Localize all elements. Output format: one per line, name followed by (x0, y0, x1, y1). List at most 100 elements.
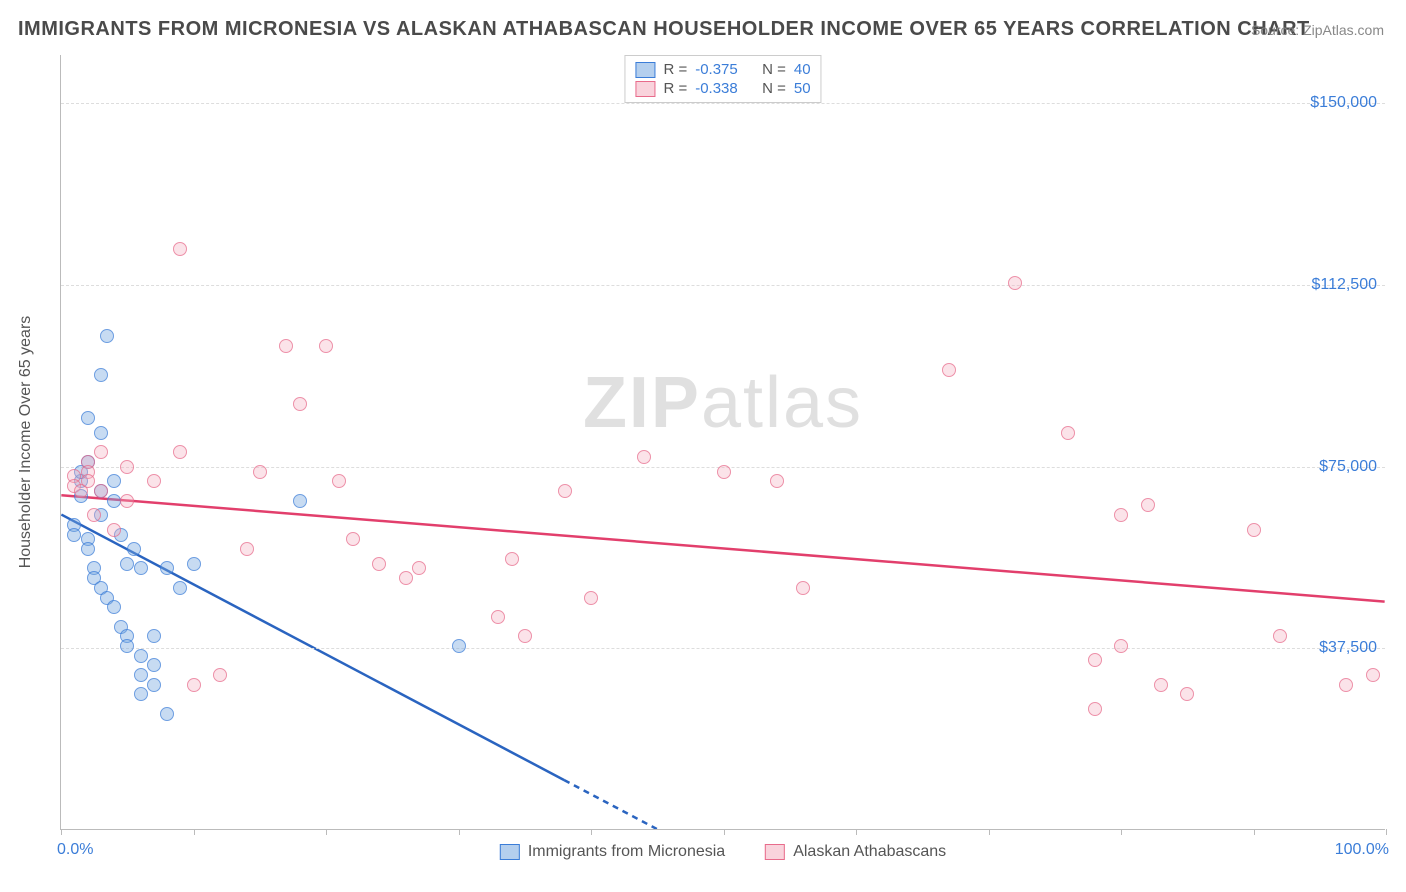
data-point (81, 411, 95, 425)
stats-row: R = -0.375 N = 40 (635, 60, 810, 79)
y-tick-label: $37,500 (1319, 639, 1377, 657)
r-label: R = (663, 80, 687, 97)
data-point (94, 445, 108, 459)
data-point (173, 242, 187, 256)
data-point (1088, 702, 1102, 716)
data-point (1088, 653, 1102, 667)
data-point (1247, 523, 1261, 537)
data-point (107, 523, 121, 537)
data-point (346, 532, 360, 546)
legend-series-label: Immigrants from Micronesia (528, 843, 725, 861)
y-tick-label: $75,000 (1319, 458, 1377, 476)
data-point (81, 542, 95, 556)
n-label: N = (762, 61, 786, 78)
x-tick (1121, 829, 1122, 835)
data-point (94, 484, 108, 498)
r-value: -0.375 (695, 61, 738, 78)
data-point (120, 460, 134, 474)
y-tick-label: $150,000 (1310, 94, 1377, 112)
watermark-atlas: atlas (701, 363, 863, 443)
x-tick (989, 829, 990, 835)
source-prefix: Source: (1251, 22, 1303, 38)
data-point (584, 591, 598, 605)
y-axis-title: Householder Income Over 65 years (17, 316, 35, 569)
x-tick (1254, 829, 1255, 835)
source-credit: Source: ZipAtlas.com (1251, 22, 1384, 38)
x-tick (1386, 829, 1387, 835)
data-point (134, 649, 148, 663)
legend-series-label: Alaskan Athabascans (793, 843, 946, 861)
data-point (94, 426, 108, 440)
data-point (147, 629, 161, 643)
x-tick (61, 829, 62, 835)
y-tick-label: $112,500 (1311, 276, 1377, 294)
data-point (1114, 639, 1128, 653)
data-point (558, 484, 572, 498)
data-point (147, 474, 161, 488)
gridline-h (61, 285, 1385, 286)
x-tick (591, 829, 592, 835)
data-point (107, 494, 121, 508)
legend-swatch (635, 81, 655, 97)
data-point (1180, 687, 1194, 701)
x-tick (326, 829, 327, 835)
data-point (240, 542, 254, 556)
data-point (399, 571, 413, 585)
series-legend: Immigrants from Micronesia Alaskan Athaba… (500, 843, 946, 861)
data-point (518, 629, 532, 643)
data-point (173, 581, 187, 595)
correlation-stats-legend: R = -0.375 N = 40R = -0.338 N = 50 (624, 55, 821, 103)
data-point (187, 678, 201, 692)
data-point (293, 397, 307, 411)
data-point (293, 494, 307, 508)
data-point (213, 668, 227, 682)
gridline-h (61, 648, 1385, 649)
data-point (81, 474, 95, 488)
watermark: ZIPatlas (583, 362, 863, 444)
x-max-label: 100.0% (1335, 841, 1389, 859)
data-point (94, 368, 108, 382)
stats-row: R = -0.338 N = 50 (635, 79, 810, 98)
data-point (1114, 508, 1128, 522)
data-point (147, 678, 161, 692)
data-point (134, 561, 148, 575)
legend-swatch (765, 844, 785, 860)
data-point (147, 658, 161, 672)
data-point (134, 687, 148, 701)
r-label: R = (663, 61, 687, 78)
data-point (107, 474, 121, 488)
data-point (160, 707, 174, 721)
legend-item: Immigrants from Micronesia (500, 843, 725, 861)
n-value: 40 (794, 61, 811, 78)
data-point (127, 542, 141, 556)
data-point (1061, 426, 1075, 440)
x-tick (194, 829, 195, 835)
data-point (412, 561, 426, 575)
data-point (100, 329, 114, 343)
data-point (1366, 668, 1380, 682)
data-point (120, 557, 134, 571)
data-point (319, 339, 333, 353)
data-point (1154, 678, 1168, 692)
n-label: N = (762, 80, 786, 97)
data-point (187, 557, 201, 571)
data-point (120, 639, 134, 653)
data-point (1339, 678, 1353, 692)
data-point (1141, 498, 1155, 512)
data-point (452, 639, 466, 653)
data-point (796, 581, 810, 595)
data-point (1008, 276, 1022, 290)
x-tick (856, 829, 857, 835)
data-point (372, 557, 386, 571)
data-point (637, 450, 651, 464)
legend-swatch (500, 844, 520, 860)
data-point (134, 668, 148, 682)
gridline-h (61, 103, 1385, 104)
data-point (505, 552, 519, 566)
r-value: -0.338 (695, 80, 738, 97)
chart-title: IMMIGRANTS FROM MICRONESIA VS ALASKAN AT… (18, 18, 1310, 41)
watermark-zip: ZIP (583, 363, 701, 443)
data-point (253, 465, 267, 479)
data-point (279, 339, 293, 353)
source-link[interactable]: ZipAtlas.com (1303, 22, 1384, 38)
